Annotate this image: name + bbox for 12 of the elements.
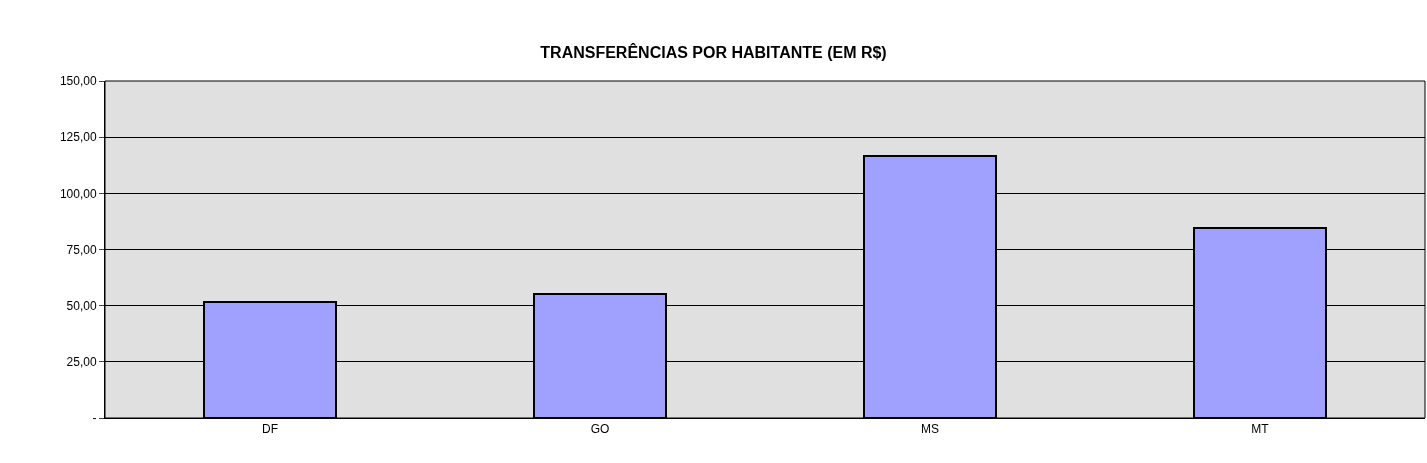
y-tick-label: 125,00 <box>59 130 97 145</box>
y-tick-label: - <box>92 411 97 426</box>
y-tick-label: 25,00 <box>66 355 97 370</box>
y-tick-label: 75,00 <box>66 242 97 257</box>
x-tick-label: DF <box>262 422 278 437</box>
y-tick-label: 50,00 <box>66 298 97 313</box>
y-tick-label: 150,00 <box>59 74 97 89</box>
y-tick-label: 100,00 <box>59 186 97 201</box>
x-tick-label: MS <box>921 422 939 437</box>
x-tick-label: GO <box>590 422 610 437</box>
chart-title: TRANSFERÊNCIAS POR HABITANTE (EM R$) <box>540 42 887 61</box>
x-tick-label: MT <box>1251 422 1270 437</box>
